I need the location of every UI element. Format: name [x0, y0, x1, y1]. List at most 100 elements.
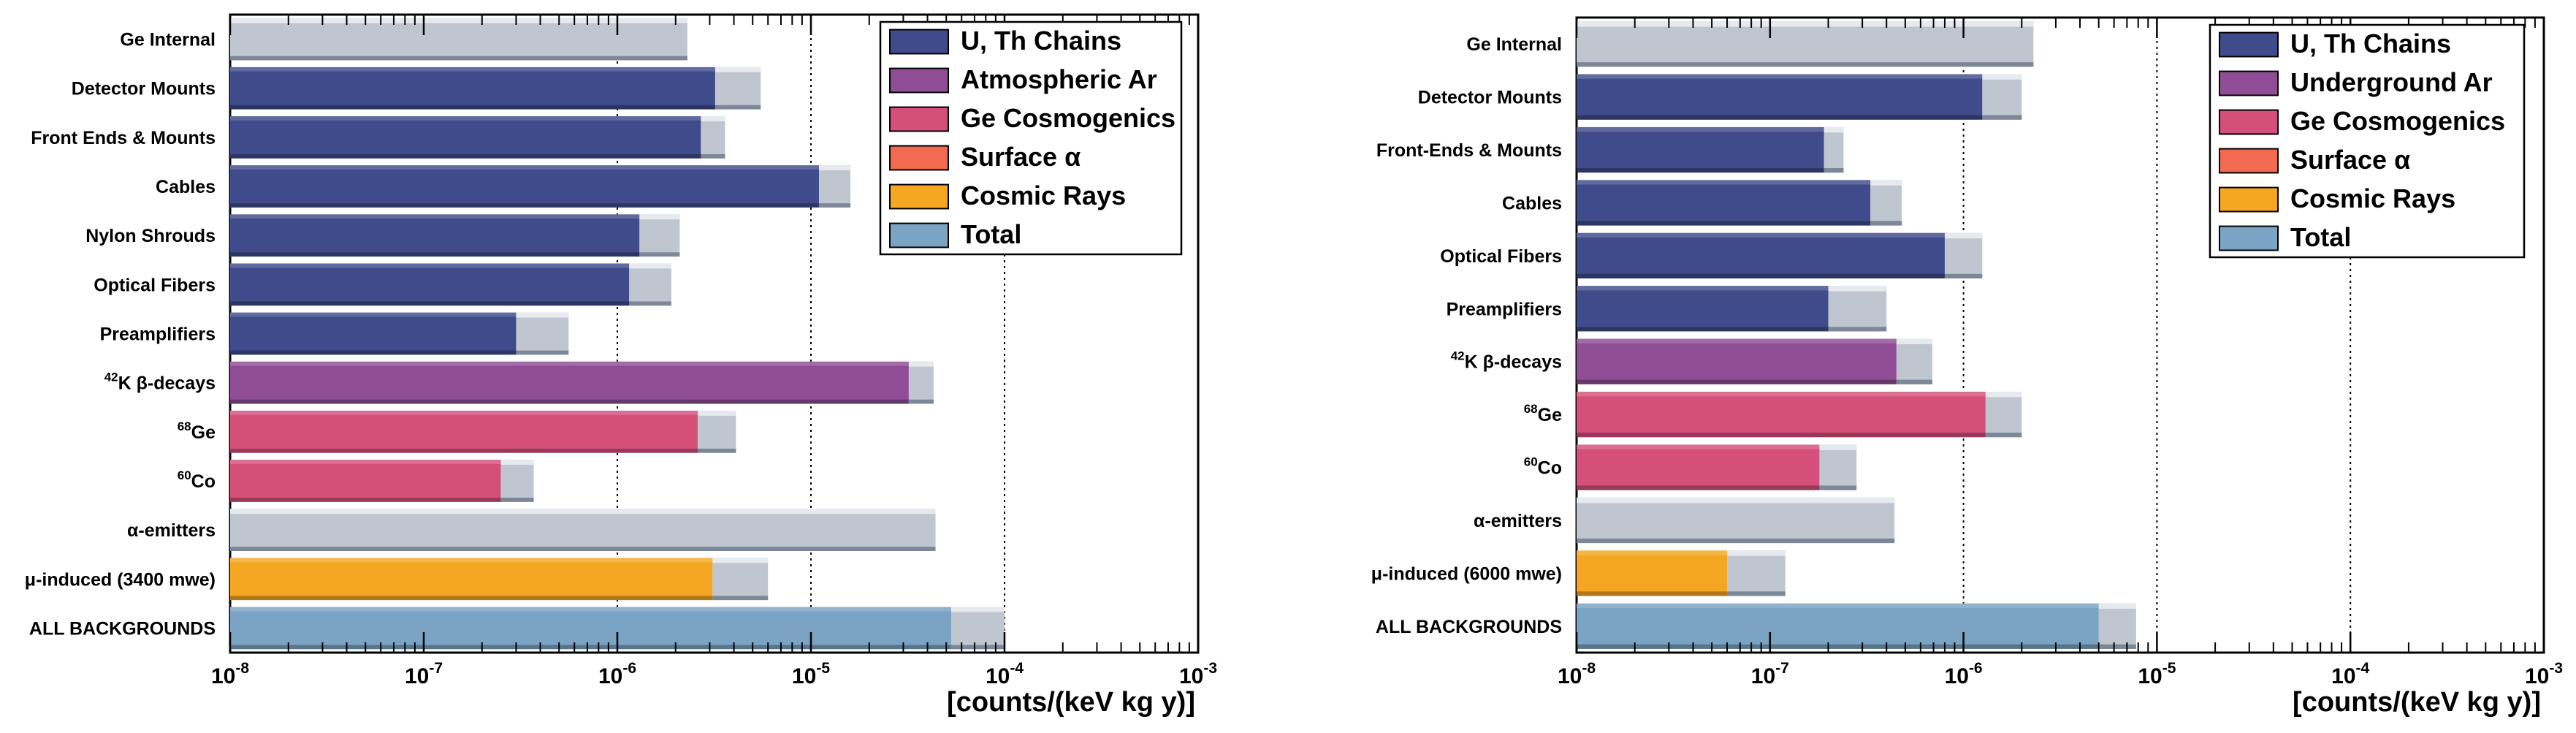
uncertainty-shadow-5: [1828, 327, 1887, 332]
value-bar-highlight-3: [1577, 180, 1871, 185]
value-bar-highlight-9: [230, 460, 501, 464]
uncertainty-highlight-11: [2098, 603, 2136, 609]
value-bar-shadow-1: [230, 105, 715, 110]
value-bar-highlight-8: [230, 410, 698, 415]
tick-exponent: -8: [1582, 660, 1596, 677]
value-bar-1: [230, 67, 715, 110]
uncertainty-bar-6: [516, 312, 569, 355]
legend-swatch-4: [2219, 186, 2279, 213]
value-bar-highlight-6: [230, 312, 517, 317]
tick-label-5: 10-3: [2525, 660, 2563, 688]
uncertainty-bar-6: [1896, 338, 1932, 384]
uncertainty-shadow-11: [2098, 644, 2136, 649]
tick-base: 10: [1945, 664, 1969, 688]
value-bar-shadow-2: [1577, 167, 1824, 173]
value-bar-shadow-6: [1577, 379, 1897, 384]
category-label-0: Ge Internal: [120, 30, 216, 50]
uncertainty-shadow-9: [500, 498, 534, 502]
legend-label-2: Ge Cosmogenics: [2290, 106, 2505, 136]
uncertainty-shadow-12: [950, 645, 1005, 650]
uncertainty-highlight-1: [715, 67, 761, 72]
value-bar-highlight-2: [230, 116, 701, 121]
category-label-8: 60Co: [1524, 455, 1562, 479]
uncertainty-highlight-7: [1985, 391, 2022, 398]
value-bar-6: [230, 312, 517, 355]
uncertainty-highlight-9: [500, 460, 534, 466]
legend-label-5: Total: [961, 219, 1021, 249]
uncertainty-shadow-5: [629, 301, 671, 306]
value-bar-highlight-11: [230, 558, 713, 563]
category-label-main-8: Ge: [191, 422, 216, 443]
value-bar-8: [230, 410, 698, 453]
value-bar-shadow-3: [230, 203, 819, 208]
value-bar-highlight-12: [230, 607, 951, 612]
category-label-main-8: Co: [1538, 458, 1562, 479]
value-bar-10: [1577, 550, 1728, 596]
value-bar-7: [1577, 391, 1986, 438]
uncertainty-shadow-11: [712, 596, 769, 601]
category-label-main-6: K β-decays: [1465, 352, 1562, 373]
category-label-6: Preamplifiers: [100, 324, 216, 345]
value-bar-4: [230, 214, 640, 257]
category-label-10: α-emitters: [127, 520, 216, 541]
legend-label-1: Underground Ar: [2290, 67, 2493, 97]
category-label-main-9: Co: [191, 471, 216, 492]
legend-label-0: U, Th Chains: [2290, 29, 2451, 58]
value-bar-5: [1577, 286, 1829, 332]
tick-exponent: -4: [2356, 660, 2370, 677]
tick-label-4: 10-4: [986, 660, 1024, 688]
x-axis-title: [counts/(keV kg y)]: [2293, 687, 2541, 718]
uncertainty-highlight-8: [1819, 444, 1857, 450]
value-bar-shadow-7: [1577, 433, 1986, 438]
category-label-6: 42K β-decays: [1451, 349, 1562, 373]
value-bar-12: [230, 607, 951, 650]
value-bar-shadow-4: [1577, 273, 1945, 279]
uncertainty-bar-11: [712, 558, 769, 601]
uncertainty-bar-9: [1577, 497, 1895, 544]
tick-base: 10: [211, 664, 235, 688]
value-bar-5: [230, 263, 630, 306]
category-label-10: μ-induced (6000 mwe): [1371, 563, 1562, 584]
tick-exponent: -6: [1969, 660, 1983, 677]
value-bar-highlight-2: [1577, 126, 1824, 132]
tick-exponent: -5: [2162, 660, 2176, 677]
legend-swatch-3: [889, 145, 949, 171]
category-label-sup-7: 68: [1524, 402, 1538, 416]
value-bar-9: [230, 460, 501, 502]
value-bar-shadow-2: [230, 153, 701, 159]
uncertainty-bar-1: [715, 67, 761, 110]
uncertainty-bar-3: [818, 165, 851, 208]
value-bar-shadow-7: [230, 399, 909, 404]
tick-exponent: -7: [429, 660, 443, 677]
value-bar-shadow-1: [1577, 115, 1983, 120]
uncertainty-bar-4: [1944, 232, 1983, 279]
uncertainty-bar-4: [639, 214, 680, 257]
tick-base: 10: [1751, 664, 1775, 688]
value-bar-3: [230, 165, 819, 208]
uncertainty-bar-10: [1727, 550, 1786, 596]
category-label-2: Front-Ends & Mounts: [1376, 140, 1562, 161]
uncertainty-highlight-6: [516, 312, 569, 318]
uncertainty-shadow-8: [1819, 485, 1857, 490]
uncertainty-highlight-12: [950, 607, 1005, 612]
uncertainty-shadow-10: [230, 547, 936, 551]
uncertainty-bar-1: [1982, 74, 2022, 120]
legend-label-0: U, Th Chains: [961, 26, 1121, 56]
legend-swatch-4: [889, 183, 949, 210]
legend-label-1: Atmospheric Ar: [961, 64, 1157, 94]
category-label-11: μ-induced (3400 mwe): [25, 569, 216, 590]
category-label-2: Front Ends & Mounts: [31, 128, 216, 148]
value-bar-11: [230, 558, 713, 601]
tick-exponent: -8: [235, 660, 249, 677]
uncertainty-bar-2: [1824, 126, 1844, 173]
value-bar-shadow-8: [230, 448, 698, 453]
legend-swatch-0: [889, 29, 949, 55]
uncertainty-bar-11: [2098, 603, 2136, 649]
value-bar-highlight-5: [230, 263, 630, 268]
tick-base: 10: [598, 664, 622, 688]
value-bar-11: [1577, 603, 2099, 649]
category-label-5: Preamplifiers: [1447, 299, 1562, 319]
uncertainty-highlight-2: [701, 116, 725, 121]
tick-label-1: 10-7: [1751, 660, 1789, 688]
